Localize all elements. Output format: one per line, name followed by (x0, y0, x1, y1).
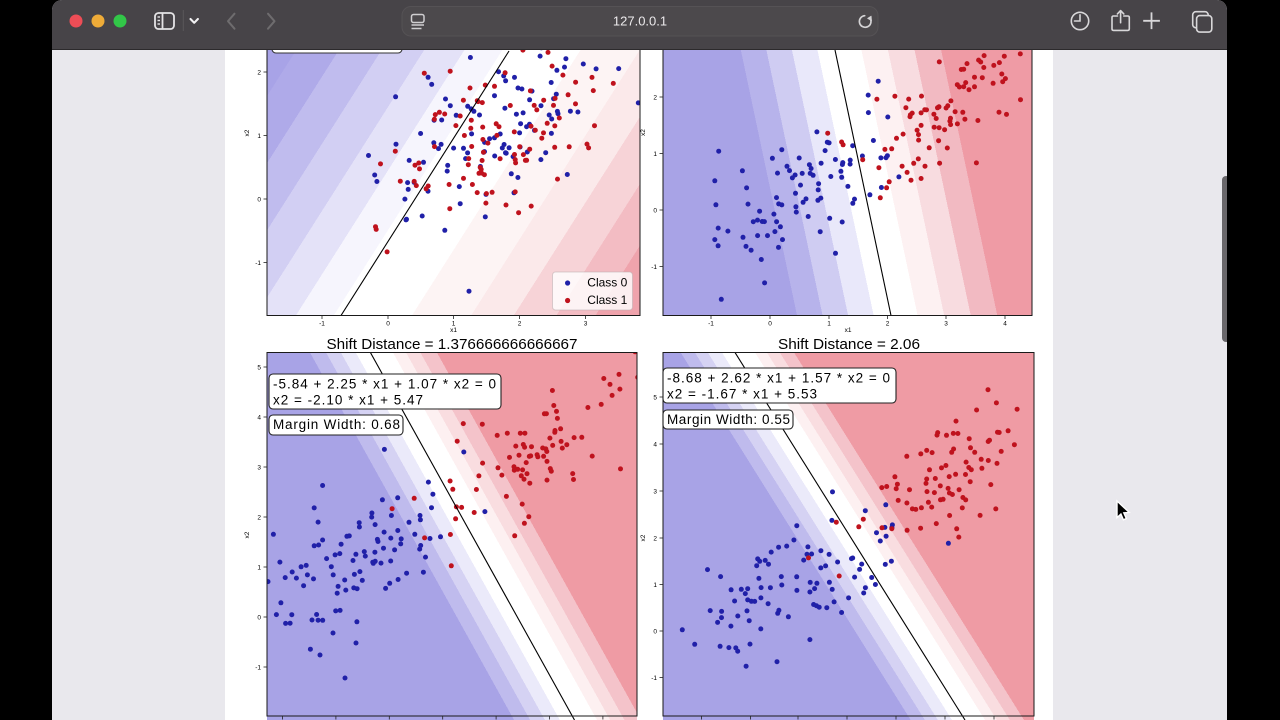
svg-text:Margin Width: 0.68: Margin Width: 0.68 (273, 417, 400, 432)
svg-text:2: 2 (653, 535, 657, 542)
svg-text:1: 1 (257, 133, 261, 140)
svg-text:Margin Width: 0.55: Margin Width: 0.55 (667, 412, 790, 427)
svg-text:x1: x1 (450, 327, 457, 334)
svg-text:Shift Distance = 1.37666666666: Shift Distance = 1.376666666666667 (327, 336, 578, 353)
svg-text:0: 0 (653, 207, 657, 214)
svg-text:Shift Distance = 2.06: Shift Distance = 2.06 (778, 336, 920, 353)
svg-text:3: 3 (944, 321, 948, 328)
svg-text:1: 1 (257, 564, 261, 571)
svg-text:2: 2 (886, 321, 890, 328)
svg-text:127.0.0.1: 127.0.0.1 (613, 14, 667, 29)
svg-text:5: 5 (653, 394, 657, 401)
svg-text:x1: x1 (845, 327, 852, 334)
svg-text:x2: x2 (244, 129, 251, 136)
svg-text:0: 0 (257, 614, 261, 621)
svg-text:-1: -1 (255, 260, 261, 267)
svg-text:-1: -1 (255, 664, 261, 671)
svg-text:0: 0 (386, 321, 390, 328)
svg-text:0: 0 (768, 321, 772, 328)
svg-text:1: 1 (653, 582, 657, 589)
svg-text:2: 2 (257, 514, 261, 521)
svg-text:1: 1 (653, 151, 657, 158)
svg-text:x2 = -1.67 * x1 + 5.53: x2 = -1.67 * x1 + 5.53 (667, 387, 817, 402)
svg-text:x2: x2 (244, 531, 251, 538)
svg-text:-8.68 + 2.62 * x1 + 1.57 * x2: -8.68 + 2.62 * x1 + 1.57 * x2 = 0 (667, 371, 890, 386)
svg-text:Class 0: Class 0 (587, 276, 627, 290)
svg-text:x2: x2 (640, 534, 647, 541)
svg-text:5: 5 (257, 364, 261, 371)
svg-text:3: 3 (257, 464, 261, 471)
svg-text:x2: x2 (640, 129, 647, 136)
svg-text:0: 0 (653, 628, 657, 635)
svg-text:Class 1: Class 1 (587, 293, 627, 307)
svg-text:2: 2 (518, 321, 522, 328)
svg-text:1: 1 (452, 321, 456, 328)
svg-text:-1: -1 (708, 321, 714, 328)
svg-text:-5.84 + 2.25 * x1 + 1.07 * x2: -5.84 + 2.25 * x1 + 1.07 * x2 = 0 (273, 377, 496, 392)
svg-text:2: 2 (653, 94, 657, 101)
svg-text:4: 4 (1003, 321, 1007, 328)
svg-text:3: 3 (653, 488, 657, 495)
svg-text:-1: -1 (319, 321, 325, 328)
svg-text:4: 4 (653, 441, 657, 448)
svg-text:1: 1 (827, 321, 831, 328)
svg-text:3: 3 (584, 321, 588, 328)
svg-text:2: 2 (257, 69, 261, 76)
svg-text:x2 = -2.10 * x1 + 5.47: x2 = -2.10 * x1 + 5.47 (273, 393, 423, 408)
svg-text:0: 0 (257, 196, 261, 203)
svg-text:4: 4 (257, 414, 261, 421)
svg-text:-1: -1 (651, 264, 657, 271)
svg-text:-1: -1 (651, 675, 657, 682)
